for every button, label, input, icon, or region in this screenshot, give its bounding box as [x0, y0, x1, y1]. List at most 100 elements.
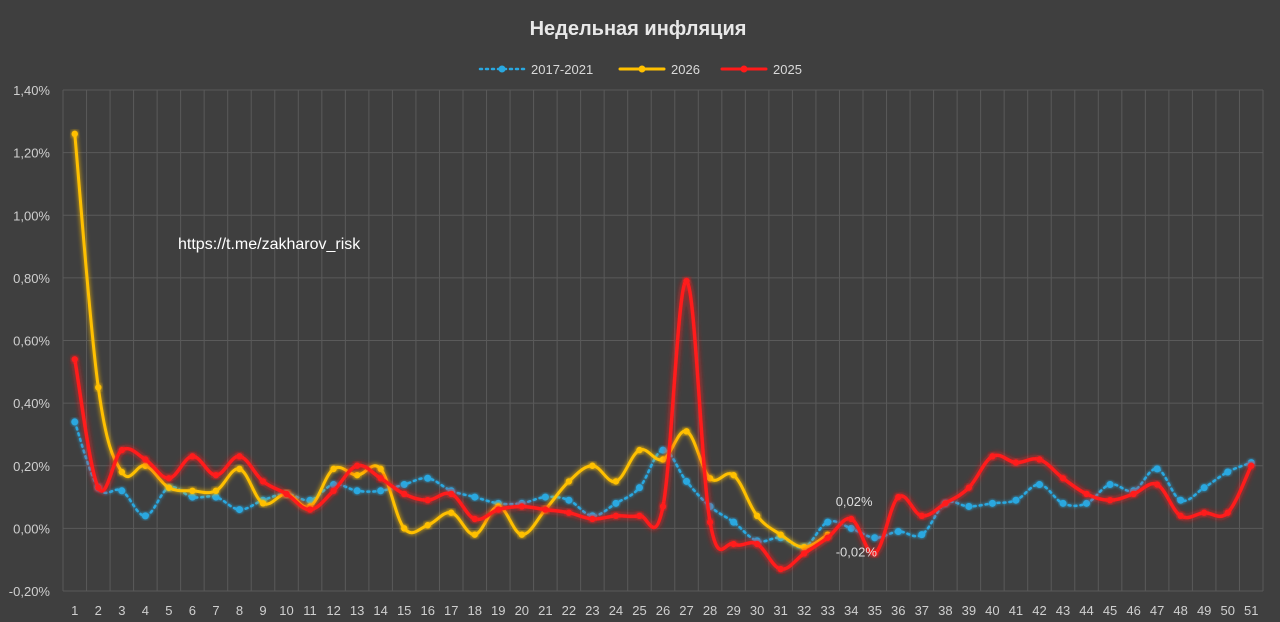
data-point	[236, 465, 243, 473]
y-tick-label: 0,80%	[13, 271, 50, 286]
x-tick-label: 35	[868, 603, 882, 618]
data-point	[683, 477, 691, 485]
data-point	[659, 456, 667, 463]
legend-item-2026: 2026	[618, 62, 700, 77]
data-point	[471, 515, 478, 523]
telegram-link-text: https://t.me/zakharov_risk	[178, 236, 361, 253]
data-point	[330, 465, 337, 473]
data-point	[424, 522, 431, 529]
data-point	[1083, 490, 1090, 498]
data-point	[118, 468, 126, 476]
x-tick-label: 12	[326, 603, 340, 618]
data-point	[142, 456, 149, 463]
data-point	[283, 490, 290, 498]
x-tick-label: 31	[773, 603, 787, 618]
x-tick-label: 11	[303, 603, 317, 618]
y-tick-label: 0,00%	[13, 521, 50, 536]
data-point	[965, 484, 973, 491]
data-point	[635, 484, 643, 492]
series-line-2025	[73, 279, 1253, 571]
data-point	[259, 500, 267, 507]
y-tick-label: 1,20%	[13, 146, 50, 161]
legend-swatch-marker	[740, 65, 748, 73]
x-tick-label: 41	[1009, 603, 1023, 618]
x-tick-label: 16	[420, 603, 434, 618]
data-point	[706, 475, 714, 482]
x-tick-label: 6	[189, 603, 196, 618]
data-point	[777, 531, 784, 538]
data-point	[753, 540, 761, 548]
chart-legend: 2017-2021 2026 2025	[478, 62, 802, 77]
data-point	[1035, 481, 1043, 489]
data-point	[848, 515, 855, 523]
x-tick-label: 51	[1244, 603, 1258, 618]
x-tick-label: 17	[444, 603, 458, 618]
x-tick-label: 29	[726, 603, 740, 618]
data-point	[95, 384, 102, 391]
data-point	[448, 490, 455, 498]
data-point	[683, 277, 690, 285]
data-point	[353, 462, 361, 469]
data-point	[306, 496, 314, 504]
x-tick-label: 18	[468, 603, 482, 618]
data-point	[612, 478, 620, 485]
x-tick-label: 14	[373, 603, 387, 618]
data-point	[95, 484, 102, 491]
data-point	[377, 475, 384, 482]
data-point	[942, 500, 949, 507]
x-tick-label: 26	[656, 603, 670, 618]
x-tick-label: 46	[1126, 603, 1140, 618]
y-tick-label: 0,60%	[13, 334, 50, 349]
data-point	[1012, 459, 1020, 466]
data-label: 0,02%	[836, 494, 873, 509]
x-tick-label: 34	[844, 603, 858, 618]
data-point	[1012, 496, 1020, 504]
x-tick-label: 23	[585, 603, 599, 618]
x-tick-label: 19	[491, 603, 505, 618]
x-tick-label: 24	[609, 603, 623, 618]
data-point	[1106, 481, 1114, 489]
data-point	[565, 496, 573, 504]
data-point	[589, 515, 596, 523]
data-point	[1130, 490, 1137, 498]
data-point	[730, 518, 738, 526]
data-point	[1177, 496, 1185, 504]
x-tick-label: 4	[142, 603, 149, 618]
data-point	[189, 453, 196, 460]
series-2017-2021	[71, 418, 1255, 551]
data-point	[777, 565, 784, 573]
data-point	[894, 528, 902, 536]
y-tick-label: 1,40%	[13, 83, 50, 98]
data-point	[236, 453, 243, 460]
x-tick-label: 39	[962, 603, 976, 618]
x-tick-label: 10	[279, 603, 293, 618]
data-point	[377, 487, 385, 495]
data-point	[471, 531, 478, 538]
x-tick-label: 48	[1173, 603, 1187, 618]
data-point	[1153, 481, 1161, 488]
data-point	[636, 446, 643, 454]
y-tick-label: 0,40%	[13, 396, 50, 411]
x-tick-label: 40	[985, 603, 999, 618]
x-tick-label: 22	[562, 603, 576, 618]
y-axis-ticks: -0,20% 0,00% 0,20% 0,40% 0,60% 0,80% 1,00% 1,20…	[9, 83, 51, 599]
x-tick-label: 30	[750, 603, 764, 618]
data-point	[800, 550, 808, 557]
data-point	[471, 493, 479, 501]
data-point	[589, 462, 596, 469]
data-point	[1036, 456, 1043, 463]
y-tick-label: 0,20%	[13, 459, 50, 474]
y-tick-label: 1,00%	[13, 208, 50, 223]
data-point	[518, 503, 526, 510]
data-point	[212, 487, 220, 494]
data-point	[988, 499, 996, 507]
x-tick-label: 33	[820, 603, 834, 618]
data-point	[636, 512, 643, 520]
data-point	[612, 512, 620, 520]
x-tick-label: 20	[515, 603, 529, 618]
data-point	[753, 512, 761, 520]
x-tick-label: 42	[1032, 603, 1046, 618]
x-tick-label: 37	[915, 603, 929, 618]
data-point	[71, 418, 79, 426]
